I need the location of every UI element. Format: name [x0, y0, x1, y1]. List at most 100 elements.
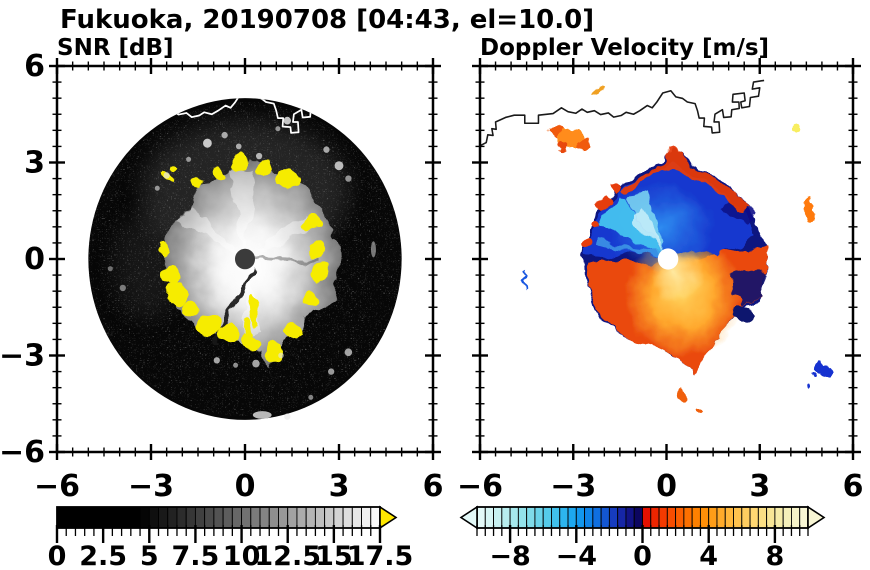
- y-tick-label: −6: [0, 435, 45, 470]
- colorbar-segment: [592, 506, 602, 529]
- doppler-radar-center-dot: [657, 248, 679, 270]
- snr-axis-ticks: [49, 58, 441, 460]
- doppler-pale-cyan-tip: [630, 209, 665, 251]
- colorbar-segment: [213, 506, 224, 529]
- colorbar-segment: [691, 506, 701, 529]
- colorbar-segment: [517, 506, 528, 529]
- colorbar-segment: [111, 506, 123, 529]
- colorbar-segment: [250, 506, 261, 529]
- x-tick-label: −3: [550, 469, 596, 504]
- colorbar-segment: [716, 506, 726, 529]
- doppler-navy-patch-east: [731, 268, 766, 308]
- colorbar-segment: [342, 506, 353, 529]
- colorbar-segment: [542, 506, 552, 529]
- colorbar-segment: [799, 506, 809, 529]
- colorbar-tick-label: 2.5: [79, 541, 127, 570]
- snr-radar-center-dot: [234, 248, 256, 270]
- colorbar-segment: [501, 506, 511, 529]
- colorbar-segment: [296, 506, 307, 529]
- colorbar-segment: [148, 506, 159, 529]
- x-tick-label: −6: [34, 469, 80, 504]
- snr-x-tick-labels: −6 −3 0 3 6: [34, 469, 443, 504]
- x-tick-label: 0: [656, 469, 677, 504]
- colorbar-segment: [757, 506, 768, 529]
- panel-title-doppler: Doppler Velocity [m/s]: [480, 35, 769, 61]
- colorbar-tick-label: −4: [556, 541, 597, 570]
- doppler-red-specks: [581, 183, 622, 249]
- colorbar-segment: [231, 506, 243, 529]
- doppler-colorbar: −8 −4 0 4 8: [459, 505, 826, 570]
- colorbar-segment: [675, 506, 685, 529]
- colorbar-tick-label: 17.5: [347, 541, 414, 570]
- figure-title: Fukuoka, 20190708 [04:43, el=10.0]: [60, 5, 594, 35]
- colorbar-segment: [102, 506, 113, 529]
- doppler-navy-patch-southeast: [731, 307, 754, 321]
- colorbar-segment: [314, 506, 326, 529]
- colorbar-segment: [766, 506, 776, 529]
- colorbar-segment: [741, 506, 751, 529]
- colorbar-segment: [782, 506, 792, 529]
- colorbar-segment: [791, 506, 801, 529]
- colorbar-segment: [484, 506, 494, 529]
- colorbar-segment: [259, 506, 270, 529]
- colorbar-segment: [65, 506, 76, 529]
- colorbar-segment: [625, 506, 635, 529]
- snr-saturated-yellow-patches: [160, 151, 332, 362]
- colorbar-segment: [608, 506, 619, 529]
- colorbar-segment: [121, 506, 132, 529]
- colorbar-segment: [305, 506, 316, 529]
- doppler-cyan-streak: [594, 241, 667, 257]
- colorbar-segment: [268, 506, 279, 529]
- snr-haze-left: [113, 210, 183, 321]
- colorbar-segment: [642, 506, 652, 529]
- colorbar-segment: [333, 506, 344, 529]
- colorbar-tick-label: 8: [766, 541, 785, 570]
- colorbar-segment: [222, 506, 233, 529]
- colorbar-segment: [194, 506, 206, 529]
- colorbar-tick-label: 0: [633, 541, 652, 570]
- colorbar-segment: [600, 506, 610, 529]
- y-tick-label: 0: [24, 242, 45, 277]
- x-tick-label: 6: [423, 469, 444, 504]
- snr-clutter-speckles: [107, 116, 376, 420]
- colorbar-segment: [509, 506, 519, 529]
- colorbar-segment: [204, 506, 215, 529]
- colorbar-segment: [351, 506, 362, 529]
- doppler-bottom-dots: [676, 391, 702, 415]
- x-tick-label: 3: [329, 469, 350, 504]
- colorbar-segment: [666, 506, 677, 529]
- colorbar-segment: [324, 506, 335, 529]
- x-tick-label: 3: [749, 469, 770, 504]
- doppler-scattered-echoes: [521, 87, 833, 389]
- colorbar-segment: [287, 506, 298, 529]
- colorbar-segment: [278, 506, 289, 529]
- colorbar-tick-label: 4: [699, 541, 718, 570]
- colorbar-tick-label: 10: [223, 541, 261, 570]
- colorbar-segment: [56, 506, 67, 529]
- colorbar-segment: [139, 506, 150, 529]
- colorbar-segment: [241, 506, 252, 529]
- colorbar-segment: [534, 506, 544, 529]
- colorbar-segment: [176, 506, 187, 529]
- colorbar-segment: [361, 506, 372, 529]
- colorbar-segment: [370, 506, 381, 529]
- colorbar-tick-label: −8: [489, 541, 530, 570]
- colorbar-segment: [158, 506, 169, 529]
- doppler-cyan-wedge: [596, 196, 667, 256]
- colorbar-segment: [650, 506, 660, 529]
- colorbar-segment: [733, 506, 743, 529]
- x-tick-label: 6: [843, 469, 864, 504]
- y-tick-label: −3: [0, 339, 45, 374]
- colorbar-segment: [476, 506, 486, 529]
- colorbar-segment: [75, 506, 86, 529]
- colorbar-segment: [708, 506, 718, 529]
- colorbar-segment: [551, 506, 561, 529]
- colorbar-segment: [575, 506, 586, 529]
- colorbar-tick-label: 15: [315, 541, 353, 570]
- colorbar-segment: [617, 506, 627, 529]
- colorbar-segment: [567, 506, 577, 529]
- colorbar-segment: [493, 506, 503, 529]
- x-tick-label: −3: [128, 469, 174, 504]
